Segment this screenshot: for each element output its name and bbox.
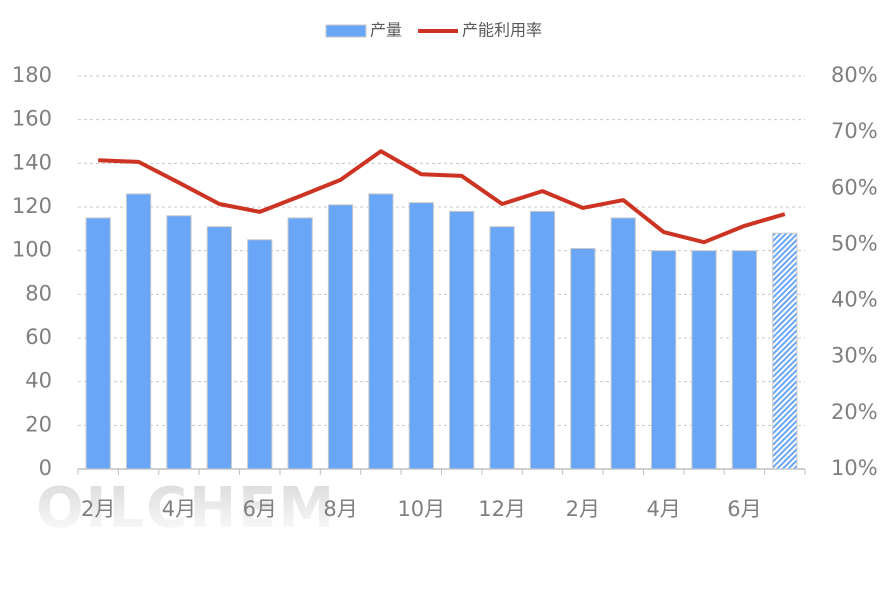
bar xyxy=(772,232,798,470)
x-tick-label: 2月 xyxy=(81,497,115,521)
bar xyxy=(610,217,636,470)
legend-label: 产能利用率 xyxy=(462,21,542,40)
y-tick-label: 0 xyxy=(39,456,52,480)
bar xyxy=(125,193,152,470)
x-tick-label: 8月 xyxy=(323,497,357,521)
y-tick-label: 80 xyxy=(25,281,52,305)
bar xyxy=(85,217,111,470)
bar xyxy=(651,250,677,470)
x-tick-label: 6月 xyxy=(243,497,277,521)
y2-tick-label: 40% xyxy=(831,288,878,312)
y2-tick-label: 20% xyxy=(831,400,878,424)
y-tick-label: 100 xyxy=(12,238,52,262)
y2-tick-label: 60% xyxy=(831,175,878,199)
bar xyxy=(368,193,394,470)
watermark: OILCHEM xyxy=(36,476,336,541)
bar xyxy=(166,215,192,470)
line xyxy=(98,149,786,245)
bar xyxy=(287,217,313,470)
bar xyxy=(206,226,232,470)
bar xyxy=(327,204,354,470)
y-tick-label: 140 xyxy=(12,150,52,174)
bar xyxy=(449,210,475,470)
y2-tick-label: 10% xyxy=(831,456,878,480)
y-tick-label: 160 xyxy=(12,107,52,131)
y2-tick-label: 80% xyxy=(831,63,878,87)
y2-tick-label: 30% xyxy=(831,344,878,368)
y-tick-label: 120 xyxy=(12,194,52,218)
bar xyxy=(408,202,434,470)
bar xyxy=(489,226,515,470)
legend-label: 产量 xyxy=(370,21,402,40)
bar xyxy=(570,247,596,470)
x-tick-label: 2月 xyxy=(566,497,600,521)
x-tick-label: 4月 xyxy=(162,497,196,521)
y2-tick-label: 70% xyxy=(831,119,878,143)
bar xyxy=(731,250,758,470)
x-tick-label: 12月 xyxy=(478,497,526,521)
y-tick-label: 180 xyxy=(12,63,52,87)
x-tick-label: 6月 xyxy=(727,497,761,521)
legend-swatch xyxy=(325,24,367,38)
x-tick-label: 10月 xyxy=(397,497,445,521)
y-tick-label: 20 xyxy=(25,412,52,436)
bar xyxy=(691,250,717,470)
y-tick-label: 40 xyxy=(25,369,52,393)
y2-tick-label: 50% xyxy=(831,231,878,255)
bar xyxy=(529,210,556,470)
y-tick-label: 60 xyxy=(25,325,52,349)
x-tick-label: 4月 xyxy=(646,497,680,521)
bar xyxy=(247,239,273,470)
